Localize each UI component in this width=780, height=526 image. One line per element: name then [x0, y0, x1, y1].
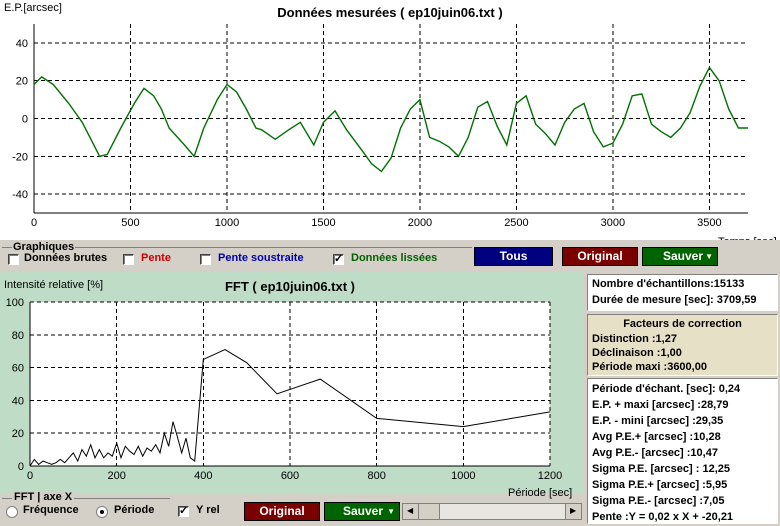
info-panel-samples: Nombre d'échantillons:15133 Durée de mes…: [587, 274, 778, 311]
top-chart-plot: 0 500 1000 1500 2000 2500 3000 3500 40 20 0 -20 -40: [12, 24, 748, 229]
stat-avg-pe-plus: Avg P.E.+ [arcsec] :10,28: [592, 431, 721, 443]
y-tick-label: 100: [6, 297, 24, 309]
scroll-left-icon: ◀: [407, 506, 414, 515]
stat-ep-plus-maxi: E.P. + maxi [arcsec] :28,79: [592, 399, 729, 411]
info-sample-count: Nombre d'échantillons:15133: [592, 278, 745, 290]
fft-axis-title: FFT | axe X: [12, 491, 75, 503]
stat-sigma-pe-plus: Sigma P.E.+ [arcsec] :5,95: [592, 479, 728, 491]
x-tick-label: 0: [31, 217, 37, 229]
x-tick-label: 1000: [215, 217, 239, 229]
radio-periode[interactable]: [96, 506, 108, 518]
top-sauver-label: Sauver: [663, 249, 704, 263]
y-tick-label: 80: [12, 330, 24, 342]
scroll-right-icon: ▶: [570, 506, 577, 515]
top-original-button[interactable]: Original: [562, 247, 638, 266]
x-tick-label: 1200: [538, 470, 562, 482]
scroll-right-button[interactable]: ▶: [565, 504, 581, 519]
top-chart-title: Données mesurées ( ep10juin06.txt ): [277, 5, 503, 20]
label-donnees-brutes: Données brutes: [24, 252, 108, 264]
fft-title: FFT ( ep10juin06.txt ): [224, 279, 355, 294]
graphiques-group: [2, 247, 472, 272]
series-line: [33, 66, 748, 173]
y-tick-label: 20: [12, 428, 24, 440]
bottom-sauver-label: Sauver: [343, 504, 384, 518]
fft-scrollbar[interactable]: ◀ ▶: [402, 503, 582, 520]
graphiques-title: Graphiques: [12, 241, 76, 253]
x-tick-label: 3500: [697, 217, 721, 229]
fft-ylabel: Intensité relative [%]: [4, 279, 104, 291]
y-tick-label: -20: [12, 151, 28, 163]
scroll-thumb[interactable]: [419, 504, 440, 519]
correction-declinaison: Déclinaison :1,00: [592, 347, 682, 359]
fft-area: Intensité relative [%] FFT ( ep10juin06.…: [0, 272, 584, 499]
series-line: [29, 349, 551, 467]
y-tick-label: 0: [22, 114, 28, 126]
y-tick-label: 60: [12, 363, 24, 375]
label-pente: Pente: [141, 252, 171, 264]
correction-panel: Facteurs de correction Distinction :1,27…: [587, 314, 778, 376]
checkbox-pente[interactable]: [123, 254, 134, 265]
checkbox-pente-soustraite[interactable]: [200, 254, 211, 265]
x-tick-label: 200: [107, 470, 125, 482]
label-frequence: Fréquence: [23, 504, 79, 516]
bottom-original-button[interactable]: Original: [244, 502, 320, 521]
label-periode: Période: [114, 504, 155, 516]
stat-ep-minus-mini: E.P. - mini [arcsec] :29,35: [592, 415, 724, 427]
checkbox-donnees-lissees[interactable]: [333, 252, 344, 265]
radio-frequence[interactable]: [6, 506, 18, 518]
stat-avg-pe-minus: Avg P.E.- [arcsec] :10,47: [592, 447, 718, 459]
x-tick-label: 800: [367, 470, 385, 482]
checkbox-y-rel[interactable]: [178, 504, 189, 517]
correction-periode-maxi: Période maxi :3600,00: [592, 361, 707, 373]
x-tick-label: 500: [121, 217, 139, 229]
x-tick-label: 1500: [311, 217, 335, 229]
sauver-dropdown-icon[interactable]: ▼: [705, 252, 713, 261]
x-tick-label: 1000: [451, 470, 475, 482]
tous-button-label: Tous: [499, 249, 528, 263]
y-tick-label: 40: [12, 395, 24, 407]
scroll-left-button[interactable]: ◀: [403, 504, 419, 519]
stats-panel: Période d'échant. [sec]: 0,24 E.P. + max…: [587, 378, 778, 524]
bottom-sauver-dropdown-icon[interactable]: ▼: [387, 507, 395, 516]
bottom-sauver-button[interactable]: Sauver ▼: [324, 502, 400, 521]
y-tick-label: -40: [12, 189, 28, 201]
x-tick-label: 3000: [601, 217, 625, 229]
stat-periode-echant: Période d'échant. [sec]: 0,24: [592, 383, 741, 395]
x-tick-label: 0: [27, 470, 33, 482]
stat-sigma-pe: Sigma P.E. [arcsec] : 12,25: [592, 463, 730, 475]
label-donnees-lissees: Données lissées: [351, 252, 438, 264]
y-tick-label: 0: [18, 461, 24, 473]
y-tick-label: 20: [16, 76, 28, 88]
checkbox-donnees-brutes[interactable]: [8, 254, 19, 265]
label-y-rel: Y rel: [196, 504, 220, 516]
correction-distinction: Distinction :1,27: [592, 333, 677, 345]
label-pente-soustraite: Pente soustraite: [218, 252, 304, 264]
x-tick-label: 2500: [504, 217, 528, 229]
fft-xlabel: Période [sec]: [508, 487, 573, 499]
stat-pente: Pente :Y = 0,02 x X + -20,21: [592, 511, 734, 523]
top-chart-ylabel: E.P.[arcsec]: [4, 2, 62, 14]
correction-title: Facteurs de correction: [623, 318, 742, 330]
info-duration: Durée de mesure [sec]: 3709,59: [592, 294, 757, 306]
stat-sigma-pe-minus: Sigma P.E.- [arcsec] :7,05: [592, 495, 725, 507]
tous-button[interactable]: Tous: [474, 247, 553, 266]
x-tick-label: 600: [281, 470, 299, 482]
top-chart: E.P.[arcsec] Données mesurées ( ep10juin…: [0, 0, 780, 248]
fft-axis-group: [2, 498, 170, 525]
top-original-label: Original: [577, 249, 623, 263]
x-tick-label: 2000: [408, 217, 432, 229]
top-sauver-button[interactable]: Sauver ▼: [642, 247, 718, 266]
y-tick-label: 40: [16, 38, 28, 50]
x-tick-label: 400: [194, 470, 212, 482]
bottom-original-label: Original: [259, 504, 305, 518]
